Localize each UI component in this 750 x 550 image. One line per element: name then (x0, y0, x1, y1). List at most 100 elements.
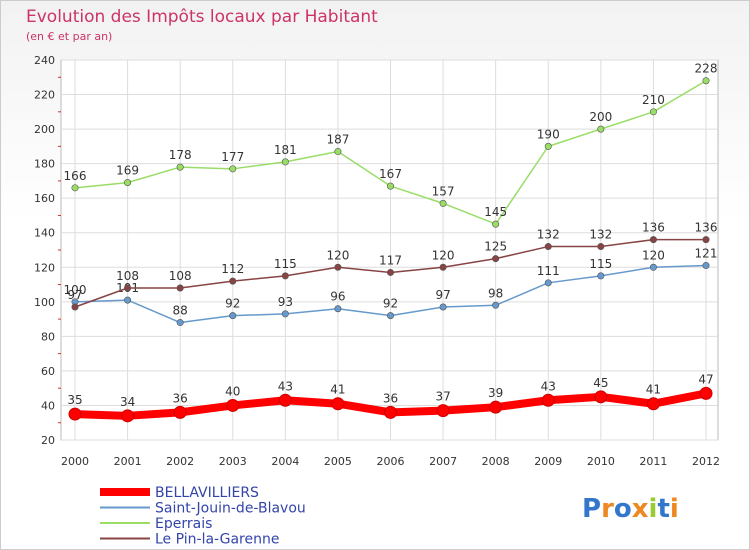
logo-letter: o (614, 494, 632, 524)
logo-letter: i (649, 494, 658, 524)
data-label: 167 (379, 167, 402, 181)
data-label: 92 (225, 297, 240, 311)
data-label: 92 (383, 297, 398, 311)
x-tick-label: 2004 (271, 455, 299, 468)
y-tick-label: 140 (34, 227, 55, 240)
data-point (384, 405, 397, 419)
data-label: 136 (642, 221, 665, 235)
data-label: 35 (67, 393, 82, 407)
data-label: 132 (537, 228, 560, 242)
data-label: 47 (698, 372, 713, 386)
data-point (71, 303, 79, 311)
data-point (544, 279, 552, 287)
data-label: 190 (537, 127, 560, 141)
grid (60, 59, 719, 441)
y-tick-label: 120 (34, 261, 55, 274)
data-point (492, 220, 500, 228)
x-tick-label: 2007 (429, 455, 457, 468)
y-tick-label: 220 (34, 89, 55, 102)
data-label: 120 (432, 248, 455, 262)
data-point (229, 277, 237, 285)
data-label: 97 (67, 288, 82, 302)
logo-text: Proxiti (582, 494, 679, 524)
y-tick-label: 60 (41, 365, 55, 378)
y-tick-label: 180 (34, 158, 55, 171)
data-label: 181 (274, 143, 297, 157)
y-tick-label: 20 (41, 434, 55, 447)
data-label: 145 (484, 205, 507, 219)
data-label: 37 (435, 390, 450, 404)
data-point (649, 108, 657, 116)
data-label: 157 (432, 184, 455, 198)
data-point (124, 296, 132, 304)
data-point (492, 255, 500, 263)
data-point (597, 272, 605, 280)
data-point (489, 400, 503, 414)
logo-letter: r (601, 494, 614, 524)
data-label: 125 (484, 240, 507, 254)
y-tick-label: 240 (34, 54, 55, 67)
data-label: 187 (326, 133, 349, 147)
x-tick-label: 2010 (587, 455, 615, 468)
data-point (594, 390, 608, 404)
data-label: 96 (330, 290, 345, 304)
data-label: 169 (116, 164, 139, 178)
data-label: 111 (537, 264, 560, 278)
data-label: 45 (593, 376, 608, 390)
data-label: 228 (695, 62, 718, 76)
data-point (544, 142, 552, 150)
data-label: 97 (435, 288, 450, 302)
data-point (439, 199, 447, 207)
series-Le Pin-la-Garenne: 97 108 108 112 115 120 117 120 125 132 132 136 136 (67, 221, 717, 311)
data-label: 121 (695, 247, 718, 261)
series-BELLAVILLIERS: 35 34 36 40 43 41 36 37 39 43 45 41 47 (67, 372, 714, 423)
data-point (173, 405, 187, 419)
data-point (439, 303, 447, 311)
plot-area (60, 59, 719, 441)
legend-label: Le Pin-la-Garenne (155, 532, 279, 548)
data-label: 98 (488, 286, 503, 300)
data-label: 136 (695, 221, 718, 235)
y-tick-label: 160 (34, 192, 55, 205)
data-label: 40 (225, 384, 240, 398)
chart-title: Evolution des Impôts locaux par Habitant (26, 7, 378, 27)
data-label: 88 (173, 304, 188, 318)
legend-label: BELLAVILLIERS (155, 485, 259, 501)
data-point (699, 386, 713, 400)
series-group: 3534364043413637394345414710010188929396… (64, 62, 718, 423)
y-tick-label: 100 (34, 296, 55, 309)
x-tick-label: 2012 (692, 455, 720, 468)
data-point (124, 179, 132, 187)
data-label: 41 (646, 383, 661, 397)
data-label: 210 (642, 93, 665, 107)
data-point (386, 312, 394, 320)
x-tick-label: 2011 (639, 455, 667, 468)
logo-letter: t (657, 494, 669, 524)
logo-letter: x (632, 494, 649, 524)
data-point (226, 398, 240, 412)
data-point (334, 263, 342, 271)
data-point (541, 393, 555, 407)
data-point (439, 263, 447, 271)
data-label: 120 (642, 248, 665, 262)
x-tick-label: 2009 (534, 455, 562, 468)
series-Eperrais: 166 169 178 177 181 187 167 157 145 190 200 210 228 (64, 62, 718, 228)
data-point (649, 263, 657, 271)
data-point (334, 305, 342, 313)
data-label: 112 (221, 262, 244, 276)
data-point (281, 272, 289, 280)
data-point (702, 77, 710, 85)
data-label: 177 (221, 150, 244, 164)
data-label: 93 (278, 295, 293, 309)
x-tick-label: 2002 (166, 455, 194, 468)
logo-letter: i (670, 494, 679, 524)
data-point (281, 310, 289, 318)
x-tick-label: 2005 (324, 455, 352, 468)
data-point (702, 262, 710, 270)
data-point (492, 301, 500, 309)
data-point (281, 158, 289, 166)
legend: BELLAVILLIERSSaint-Jouin-de-BlavouEperra… (100, 485, 306, 548)
data-label: 132 (589, 228, 612, 242)
data-point (278, 393, 292, 407)
